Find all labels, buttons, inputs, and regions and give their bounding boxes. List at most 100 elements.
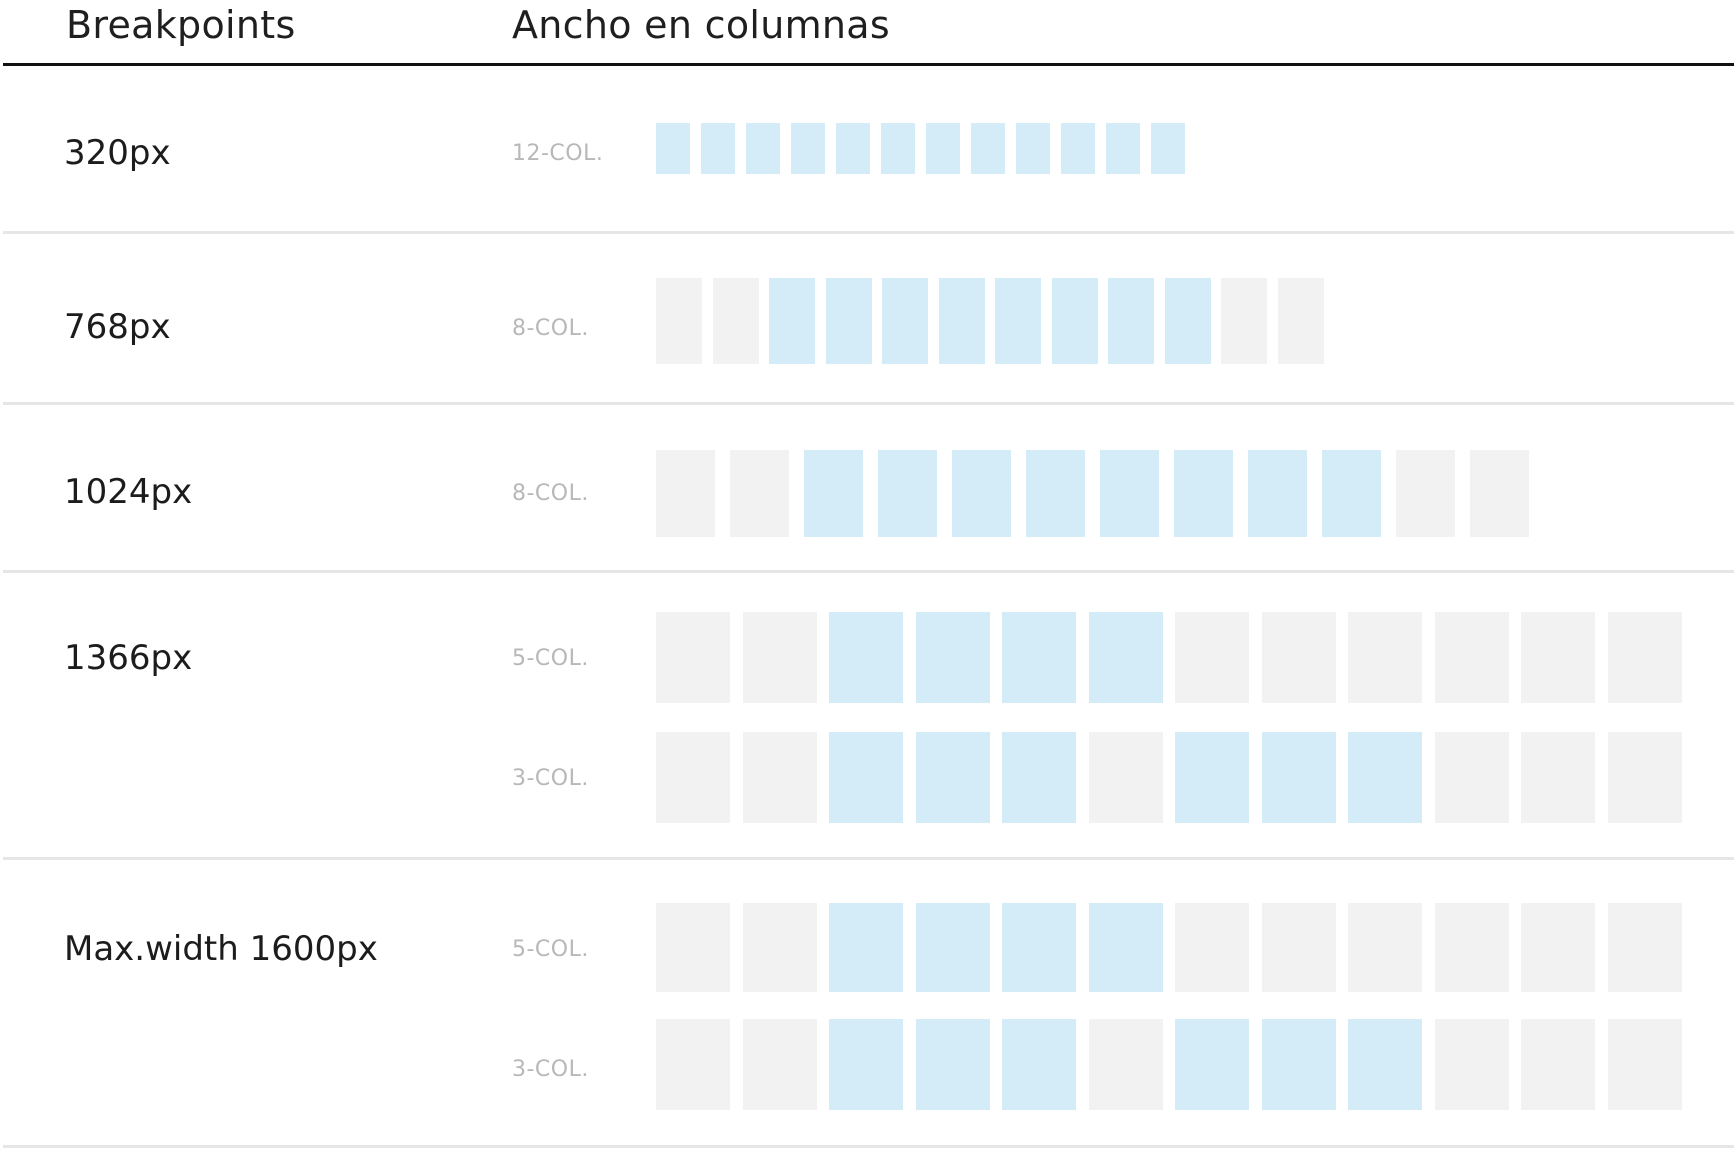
row-divider <box>3 570 1734 573</box>
grid-column-inactive <box>1434 732 1509 823</box>
row-divider <box>3 231 1734 234</box>
grid-column-inactive <box>1607 903 1682 992</box>
grid-column-active <box>836 123 870 174</box>
column-count-label: 5-COL. <box>512 937 589 962</box>
grid-column-active <box>881 123 915 174</box>
grid-column-active <box>995 278 1041 364</box>
grid-column-inactive <box>1261 903 1336 992</box>
grid-column-active <box>915 903 990 992</box>
table-header: Breakpoints Ancho en columnas <box>0 0 1734 66</box>
grid-column-inactive <box>1221 278 1267 364</box>
breakpoint-label: Max.width 1600px <box>64 929 378 969</box>
grid-column-active <box>1261 1019 1336 1110</box>
grid-column-active <box>952 450 1011 537</box>
grid-column-inactive <box>1434 612 1509 703</box>
grid-column-inactive <box>1088 1019 1163 1110</box>
grid-column-active <box>825 278 872 364</box>
grid-column-active <box>1061 123 1095 174</box>
grid-column-active <box>746 123 780 174</box>
grid-column-active <box>1002 732 1076 823</box>
grid-column-inactive <box>1607 732 1682 823</box>
grid-column-inactive <box>656 1019 730 1110</box>
grid-column-active <box>882 278 928 364</box>
columns-width-column-title: Ancho en columnas <box>512 3 890 47</box>
breakpoint-label: 768px <box>64 307 171 347</box>
column-count-label: 3-COL. <box>512 1057 589 1082</box>
grid-column-active <box>1322 450 1381 537</box>
grid-column-active <box>1026 450 1085 537</box>
grid-column-inactive <box>656 450 715 537</box>
grid-column-active <box>971 123 1005 174</box>
grid-column-inactive <box>730 450 789 537</box>
breakpoint-label: 320px <box>64 133 171 173</box>
grid-column-inactive <box>656 903 730 992</box>
grid-column-active <box>1151 123 1185 174</box>
grid-column-inactive <box>1434 903 1509 992</box>
grid-column-inactive <box>1521 1019 1595 1110</box>
grid-column-inactive <box>742 612 817 703</box>
grid-column-active <box>1175 732 1249 823</box>
grid-column-active <box>1002 612 1076 703</box>
grid-column-active <box>829 1019 903 1110</box>
grid-column-active <box>829 612 903 703</box>
grid-column-inactive <box>1348 903 1422 992</box>
grid-column-active <box>1348 1019 1422 1110</box>
grid-column-inactive <box>1277 278 1324 364</box>
grid-column-inactive <box>656 732 730 823</box>
grid-column-active <box>656 123 690 174</box>
grid-column-active <box>1002 903 1076 992</box>
grid-column-inactive <box>742 1019 817 1110</box>
breakpoints-column-title: Breakpoints <box>66 3 296 47</box>
row-divider <box>3 402 1734 405</box>
column-count-label: 8-COL. <box>512 316 589 341</box>
grid-column-active <box>1261 732 1336 823</box>
row-divider <box>3 1145 1734 1148</box>
grid-column-inactive <box>1607 1019 1682 1110</box>
grid-column-active <box>1051 278 1098 364</box>
grid-column-active <box>804 450 863 537</box>
grid-column-active <box>1088 612 1163 703</box>
grid-column-inactive <box>656 278 702 364</box>
grid-column-active <box>915 612 990 703</box>
grid-column-inactive <box>1607 612 1682 703</box>
grid-column-inactive <box>1261 612 1336 703</box>
breakpoint-label: 1366px <box>64 638 193 678</box>
breakpoint-label: 1024px <box>64 472 193 512</box>
grid-column-inactive <box>1521 612 1595 703</box>
grid-column-active <box>829 732 903 823</box>
grid-column-active <box>829 903 903 992</box>
grid-column-active <box>938 278 985 364</box>
grid-column-inactive <box>656 612 730 703</box>
grid-column-active <box>1175 1019 1249 1110</box>
header-rule <box>3 63 1734 66</box>
grid-column-inactive <box>1521 732 1595 823</box>
grid-column-active <box>1174 450 1233 537</box>
grid-column-active <box>926 123 960 174</box>
grid-column-inactive <box>1470 450 1529 537</box>
grid-column-active <box>701 123 735 174</box>
grid-column-inactive <box>1434 1019 1509 1110</box>
grid-column-active <box>915 732 990 823</box>
grid-column-inactive <box>742 732 817 823</box>
grid-column-active <box>1348 732 1422 823</box>
grid-column-active <box>1088 903 1163 992</box>
grid-column-active <box>1100 450 1159 537</box>
grid-column-inactive <box>1348 612 1422 703</box>
grid-column-active <box>1248 450 1307 537</box>
column-count-label: 12-COL. <box>512 141 604 166</box>
grid-column-active <box>1016 123 1050 174</box>
grid-column-active <box>1106 123 1140 174</box>
column-count-label: 8-COL. <box>512 481 589 506</box>
grid-column-active <box>769 278 815 364</box>
column-count-label: 5-COL. <box>512 646 589 671</box>
column-count-label: 3-COL. <box>512 766 589 791</box>
grid-column-inactive <box>1396 450 1455 537</box>
grid-column-active <box>1164 278 1211 364</box>
grid-column-active <box>915 1019 990 1110</box>
grid-column-active <box>1108 278 1154 364</box>
grid-column-inactive <box>1175 612 1249 703</box>
grid-column-inactive <box>742 903 817 992</box>
row-divider <box>3 857 1734 860</box>
grid-column-inactive <box>1521 903 1595 992</box>
grid-column-active <box>791 123 825 174</box>
